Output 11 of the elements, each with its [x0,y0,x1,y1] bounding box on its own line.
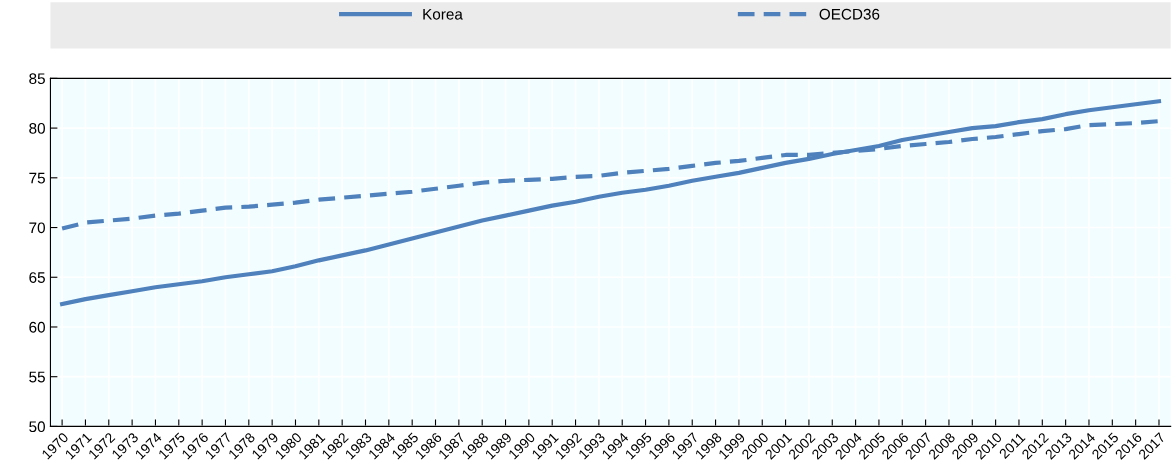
y-tick-label: 75 [29,172,45,184]
y-tick-label: 55 [29,371,45,383]
line-series [60,99,1162,307]
y-tick-label: 60 [29,321,45,333]
legend-label: OECD36 [819,8,880,20]
y-tick-label: 80 [29,122,45,134]
y-tick-label: 50 [29,421,45,433]
y-tick-label: 70 [29,222,45,234]
legend-label: Korea [423,8,463,20]
y-tick-label: 85 [29,73,45,85]
y-tick-label: 65 [29,272,45,283]
